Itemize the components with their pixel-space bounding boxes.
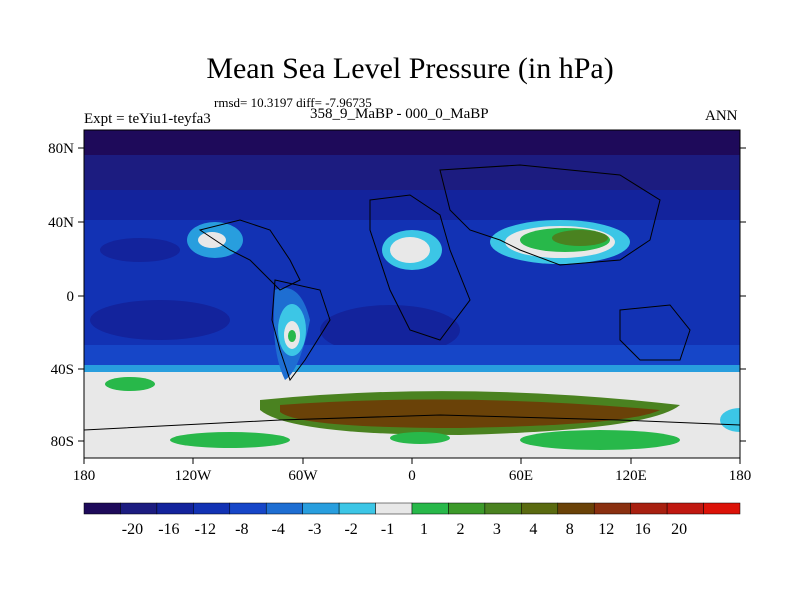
colorbar-swatch (630, 502, 668, 515)
colorbar-swatch (120, 502, 158, 515)
low-north-pacific (100, 238, 180, 262)
pressure-field (84, 130, 740, 458)
colorbar-swatch (375, 502, 413, 515)
lon-ticks (83, 458, 741, 464)
colorbar-swatch (484, 502, 522, 515)
colorbar-swatch (448, 502, 486, 515)
patch-west-core (198, 232, 226, 248)
colorbar-swatch (193, 502, 231, 515)
lat-label: 40N (48, 215, 74, 231)
colorbar-label: 16 (635, 521, 651, 538)
colorbar-swatch (156, 502, 194, 515)
colorbar-label: 4 (529, 521, 537, 538)
sw-green (105, 377, 155, 391)
colorbar-swatch (666, 502, 704, 515)
stats-text: rmsd= 10.3197 diff= -7.96735 (214, 95, 372, 110)
colorbar-label: -3 (308, 521, 321, 538)
lon-labels: 180 120W 60W 0 60E 120E 180 (73, 468, 752, 484)
south-america-high (288, 330, 296, 342)
colorbar-label: 12 (598, 521, 614, 538)
colorbar-label: -20 (122, 521, 143, 538)
colorbar-label: 8 (566, 521, 574, 538)
low-south-pacific (90, 300, 230, 340)
colorbar-label: -16 (158, 521, 179, 538)
south-green-mid (390, 432, 450, 444)
colorbar-swatch (557, 502, 595, 515)
colorbar-label: 3 (493, 521, 501, 538)
se-light (720, 408, 740, 432)
colorbar-swatch (593, 502, 631, 515)
colorbar-label: 20 (671, 521, 687, 538)
colorbar-swatch (229, 502, 267, 515)
colorbar-swatch (703, 502, 741, 515)
colorbar-swatch (411, 502, 449, 515)
north-mid-band (84, 190, 740, 220)
colorbar-swatch (83, 502, 121, 515)
south-green-left (170, 432, 290, 448)
colorbar (83, 502, 741, 515)
lat-label: 80S (51, 434, 74, 450)
colorbar-label: -2 (344, 521, 357, 538)
colorbar-swatch (338, 502, 376, 515)
lon-label: 180 (729, 468, 752, 484)
colorbar-label: -1 (381, 521, 394, 538)
lon-label: 60W (288, 468, 318, 484)
colorbar-label: -12 (195, 521, 216, 538)
africa-core (390, 237, 430, 263)
experiment-label: Expt = teYiu1-teyfa3 (84, 111, 211, 127)
subtitle: 358_9_MaBP - 000_0_MaBP (310, 106, 489, 122)
lon-label: 60E (509, 468, 533, 484)
colorbar-swatch (521, 502, 559, 515)
lon-label: 120W (175, 468, 213, 484)
lat-ticks (78, 147, 746, 442)
colorbar-swatch (302, 502, 340, 515)
colorbar-labels: -20 -16 -12 -8 -4 -3 -2 -1 1 2 3 4 8 12 … (122, 521, 687, 538)
colorbar-swatch (265, 502, 303, 515)
lon-label: 180 (73, 468, 96, 484)
lat-label: 0 (67, 289, 75, 305)
colorbar-label: 1 (420, 521, 428, 538)
colorbar-label: 2 (456, 521, 464, 538)
lon-label: 120E (615, 468, 647, 484)
lat-label: 80N (48, 141, 74, 157)
colorbar-label: -8 (235, 521, 248, 538)
antarctic-high (280, 399, 660, 428)
map-title: Mean Sea Level Pressure (in hPa) (206, 52, 614, 85)
asia-high (552, 230, 608, 246)
south-green-right (520, 430, 680, 450)
north-band (84, 155, 740, 195)
low-south-atlantic (320, 305, 460, 355)
lon-label: 0 (408, 468, 416, 484)
lat-labels: 80N 40N 0 40S 80S (48, 141, 74, 450)
lat-label: 40S (51, 362, 74, 378)
colorbar-label: -4 (272, 521, 285, 538)
season-label: ANN (705, 108, 738, 124)
coastlines (84, 164, 740, 431)
